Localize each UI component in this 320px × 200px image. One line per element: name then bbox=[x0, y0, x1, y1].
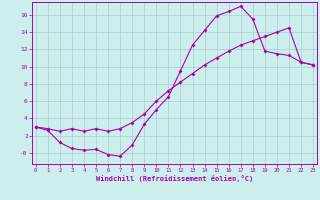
X-axis label: Windchill (Refroidissement éolien,°C): Windchill (Refroidissement éolien,°C) bbox=[96, 175, 253, 182]
